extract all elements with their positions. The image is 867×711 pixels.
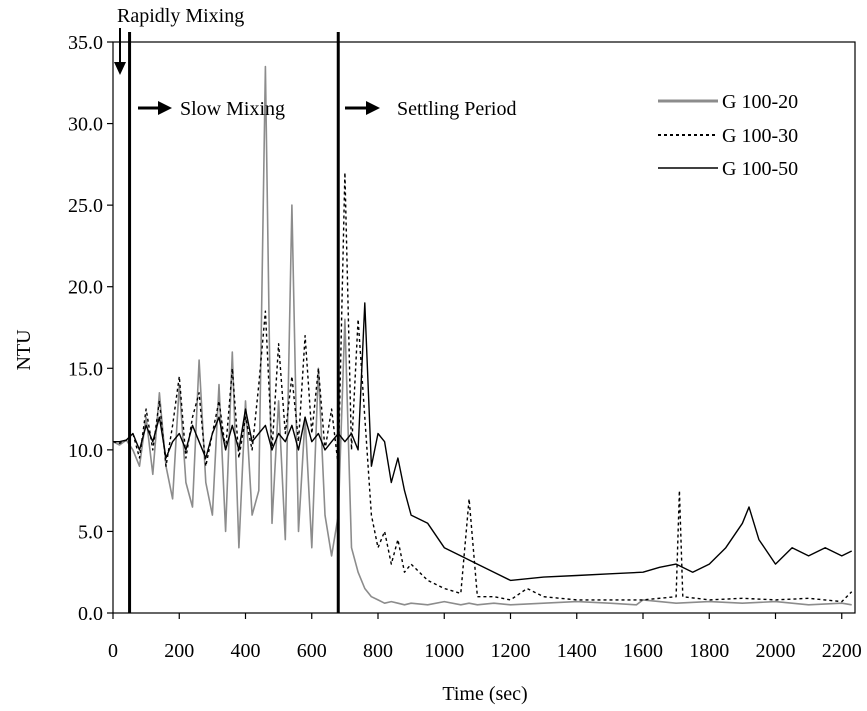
legend-label-g100-20: G 100-20 (722, 91, 798, 113)
y-tick-label: 10.0 (68, 440, 103, 462)
y-tick-label: 5.0 (78, 521, 103, 543)
annotation-rapidly-mixing: Rapidly Mixing (117, 5, 244, 27)
y-tick-label: 0.0 (78, 603, 103, 625)
x-tick-label: 1800 (689, 640, 729, 662)
x-axis-label: Time (sec) (442, 683, 527, 705)
legend: G 100-20 G 100-30 G 100-50 (658, 91, 798, 180)
annotation-settling-period: Settling Period (397, 98, 516, 120)
x-tick-label: 1400 (557, 640, 597, 662)
series-line-2 (113, 302, 853, 582)
series-line-0 (112, 65, 852, 606)
series-layer (112, 65, 853, 606)
x-tick-label: 800 (363, 640, 393, 662)
x-tick-label: 1200 (491, 640, 531, 662)
plot-border (112, 41, 856, 614)
plot-frame (112, 41, 856, 614)
legend-label-g100-30: G 100-30 (722, 125, 798, 147)
arrow-right-icon (138, 101, 172, 115)
x-tick-label: 0 (108, 640, 118, 662)
legend-entry-g100-50: G 100-50 (658, 158, 798, 180)
x-tick-label: 2000 (756, 640, 796, 662)
arrow-down-icon (114, 28, 126, 75)
x-tick-label: 2200 (822, 640, 862, 662)
phase-lines (128, 32, 340, 613)
x-tick-label: 200 (164, 640, 194, 662)
y-tick-label: 30.0 (68, 114, 103, 136)
y-axis: 0.0 5.0 10.0 15.0 20.0 25.0 30.0 35.0 (68, 32, 113, 625)
y-tick-label: 25.0 (68, 195, 103, 217)
arrow-right-icon (345, 101, 380, 115)
x-tick-label: 400 (231, 640, 261, 662)
legend-entry-g100-30: G 100-30 (658, 125, 798, 147)
y-axis-label: NTU (13, 329, 35, 371)
x-tick-label: 1000 (424, 640, 464, 662)
x-axis: 0 200 400 600 800 1000 1200 1400 1600 1800 2000 220… (108, 613, 862, 662)
annotation-slow-mixing: Slow Mixing (180, 98, 285, 120)
x-tick-label: 1600 (623, 640, 663, 662)
y-tick-label: 20.0 (68, 277, 103, 299)
x-tick-label: 600 (297, 640, 327, 662)
annotations: Rapidly Mixing Slow Mixing Settling Peri… (114, 5, 516, 120)
y-tick-label: 15.0 (68, 358, 103, 380)
series-line-1 (112, 171, 853, 603)
legend-entry-g100-20: G 100-20 (658, 91, 798, 113)
y-tick-label: 35.0 (68, 32, 103, 54)
legend-label-g100-50: G 100-50 (722, 158, 798, 180)
